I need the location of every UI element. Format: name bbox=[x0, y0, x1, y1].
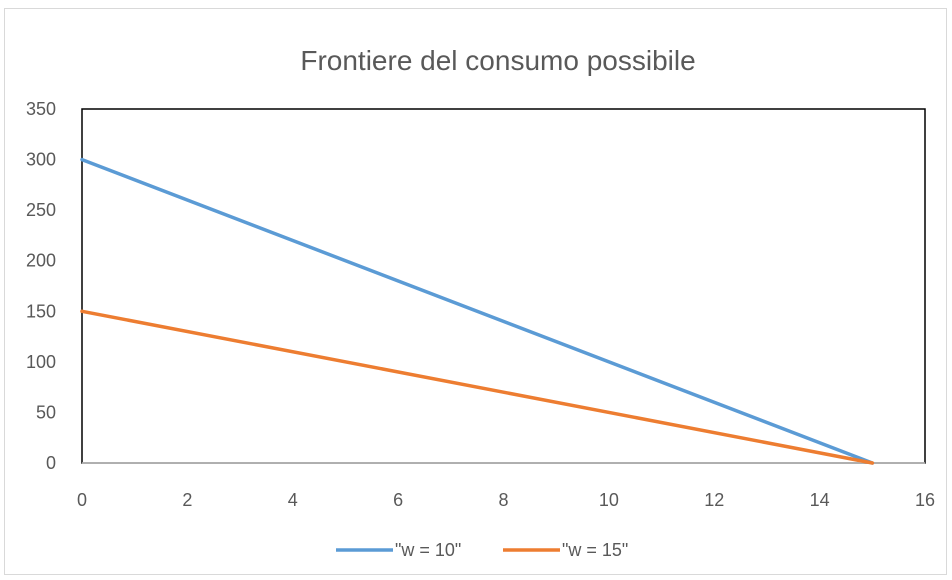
legend: "w = 10" "w = 15" bbox=[336, 540, 628, 560]
x-tick-label: 2 bbox=[182, 490, 192, 510]
x-tick-label: 4 bbox=[288, 490, 298, 510]
x-tick-label: 8 bbox=[498, 490, 508, 510]
y-tick-label: 100 bbox=[26, 352, 56, 372]
x-tick-label: 14 bbox=[810, 490, 830, 510]
series-line-2 bbox=[80, 309, 875, 465]
legend-label-1: "w = 10" bbox=[395, 540, 461, 560]
plot-area: 0 50 100 150 200 250 300 350 0 2 4 6 8 10 12 14 16 bbox=[26, 99, 935, 510]
x-tick-label: 0 bbox=[77, 490, 87, 510]
x-tick-label: 16 bbox=[915, 490, 935, 510]
y-tick-label: 200 bbox=[26, 251, 56, 271]
x-tick-label: 6 bbox=[393, 490, 403, 510]
y-tick-label: 300 bbox=[26, 150, 56, 170]
chart-frame bbox=[4, 8, 947, 575]
y-tick-label: 50 bbox=[36, 402, 56, 422]
legend-label-2: "w = 15" bbox=[562, 540, 628, 560]
x-tick-label: 12 bbox=[704, 490, 724, 510]
y-tick-label: 250 bbox=[26, 200, 56, 220]
series-line-1 bbox=[80, 157, 875, 465]
plot-border bbox=[81, 108, 926, 464]
x-tick-label: 10 bbox=[599, 490, 619, 510]
y-tick-label: 0 bbox=[46, 453, 56, 473]
y-tick-label: 150 bbox=[26, 301, 56, 321]
chart-title: Frontiere del consumo possibile bbox=[300, 45, 695, 76]
y-tick-label: 350 bbox=[26, 99, 56, 119]
